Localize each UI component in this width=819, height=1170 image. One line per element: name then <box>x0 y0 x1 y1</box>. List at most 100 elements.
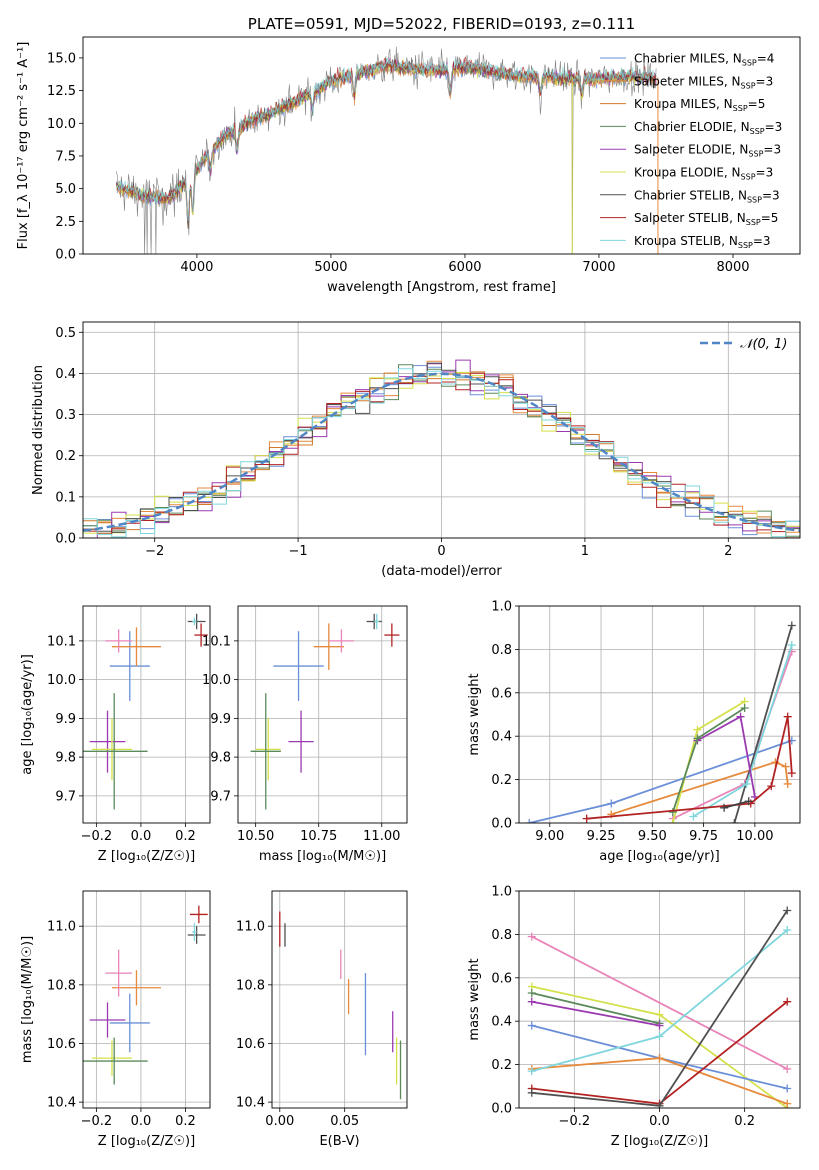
y-tick-label: 5.0 <box>55 182 76 197</box>
plus-marker <box>655 1010 664 1019</box>
plus-marker <box>607 799 616 808</box>
y-tick-label: 0.8 <box>491 643 512 658</box>
weight-series-1 <box>531 935 788 1070</box>
y-tick-label: 1.0 <box>491 885 512 900</box>
model-line-4 <box>116 60 657 218</box>
errorbar-point-2 <box>111 627 161 667</box>
legend-entry: Salpeter MILES, NSSP=3 <box>634 74 773 90</box>
y-tick-label: 9.8 <box>55 751 76 766</box>
axes-frame <box>82 890 211 1109</box>
errorbar-point-4 <box>187 926 206 944</box>
y-tick-label: 15.0 <box>47 51 76 66</box>
errorbar-point-8 <box>255 718 281 781</box>
errorbar-point-9 <box>83 693 148 810</box>
x-tick-label: 0 <box>437 544 445 559</box>
plot-area <box>83 905 208 1085</box>
plus-marker <box>781 762 790 771</box>
legend-entry: Chabrier ELODIE, NSSP=3 <box>634 120 782 136</box>
y-tick-label: 0.8 <box>491 928 512 943</box>
y-tick-label: 0.3 <box>55 408 76 423</box>
plus-marker <box>655 1101 664 1108</box>
y-tick-label: 9.8 <box>210 751 231 766</box>
y-tick-label: 0.2 <box>55 449 76 464</box>
plus-marker <box>783 712 792 721</box>
y-tick-label: 10.1 <box>47 634 76 649</box>
x-tick-label: 11.00 <box>363 829 400 844</box>
x-tick-label: −0.2 <box>81 1114 113 1129</box>
legend-subscript: SSP <box>750 127 765 136</box>
errorbar-point-7 <box>89 1002 126 1038</box>
legend-value: =5 <box>748 97 766 111</box>
x-tick-label: 4000 <box>180 260 213 275</box>
x-tick-label: 9.25 <box>587 829 616 844</box>
legend-value: =3 <box>753 234 771 248</box>
x-tick-label: 0.0 <box>131 829 152 844</box>
panel-age-vs-Z: −0.2 0.0 0.2 9.7 9.8 9.9 10.0 10.1 Z [log₁₀(Z/Z☉… <box>20 605 211 864</box>
axes-frame <box>237 605 408 824</box>
x-tick-label: 7000 <box>582 260 615 275</box>
model-line-6 <box>116 58 657 219</box>
legend-entry: Kroupa STELIB, NSSP=3 <box>634 234 771 250</box>
plus-marker <box>783 997 792 1006</box>
plus-marker <box>767 782 776 791</box>
errorbar-point-1 <box>109 631 150 701</box>
y-tick-label: 9.7 <box>210 789 231 804</box>
plot-area <box>83 359 800 538</box>
plus-marker <box>693 725 702 734</box>
x-axis-label: (data-model)/error <box>381 564 502 579</box>
plus-marker <box>527 1067 536 1076</box>
y-tick-label: 11.0 <box>47 920 76 935</box>
x-tick-label: 0.2 <box>734 1114 755 1129</box>
y-tick-label: 0.2 <box>491 1058 512 1073</box>
panel-age-vs-mass: 10.50 10.75 11.00 9.7 9.8 9.9 10.0 10.1 mass [lo… <box>202 605 408 864</box>
y-tick-label: 1.0 <box>491 600 512 615</box>
panel-mass-vs-ebv: 0.00 0.05 10.4 10.6 10.8 11.0 E(B-V) <box>236 890 408 1149</box>
y-tick-label: 12.5 <box>47 84 76 99</box>
axes-frame <box>82 605 211 824</box>
x-tick-label: −0.2 <box>81 829 113 844</box>
x-tick-label: 0.0 <box>131 1114 152 1129</box>
plus-marker <box>736 712 745 721</box>
plus-marker <box>783 779 792 788</box>
plus-marker <box>527 997 536 1006</box>
errorbar-point-9 <box>250 693 281 810</box>
y-tick-label: 10.0 <box>202 673 231 688</box>
plus-marker <box>527 1021 536 1030</box>
plus-marker <box>668 819 677 823</box>
y-tick-label: 10.8 <box>47 978 76 993</box>
errorbar-point-8 <box>91 718 133 781</box>
axes-frame <box>271 890 408 1109</box>
errorbar-point-7 <box>288 710 314 773</box>
legend-entry: Salpeter ELODIE, NSSP=3 <box>634 143 781 159</box>
plot-area <box>116 46 659 254</box>
panel-residuals: −2 −1 0 1 2 0.0 0.1 0.2 0.3 0.4 0.5 (data-model)/er… <box>31 321 801 579</box>
y-tick-label: 7.5 <box>55 149 76 164</box>
model-line-9 <box>116 57 657 221</box>
errorbar-point-9 <box>83 1037 148 1085</box>
plus-marker <box>693 734 702 743</box>
legend-value: =5 <box>761 211 779 225</box>
x-axis-label: wavelength [Angstrom, rest frame] <box>327 280 556 295</box>
plus-marker <box>783 926 792 935</box>
legend-subscript: SSP <box>738 241 753 250</box>
x-tick-label: 9.00 <box>535 829 564 844</box>
y-tick-label: 10.4 <box>47 1096 76 1111</box>
x-axis-label: Z [log₁₀(Z/Z☉)] <box>98 849 195 864</box>
weight-series-10 <box>723 800 749 809</box>
y-tick-label: 0.4 <box>55 367 76 382</box>
plus-marker <box>787 769 796 778</box>
errorbar-point-6 <box>192 617 197 626</box>
x-tick-label: 5000 <box>314 260 347 275</box>
x-tick-label: 10.50 <box>237 829 274 844</box>
y-tick-label: 0.6 <box>491 686 512 701</box>
legend-entry: 𝒩(0, 1) <box>740 337 787 352</box>
plus-marker <box>744 797 753 806</box>
axes-frame <box>518 605 801 824</box>
plus-marker <box>783 1064 792 1073</box>
x-axis-label: E(B-V) <box>319 1134 359 1149</box>
plot-area <box>279 911 402 1100</box>
x-tick-label: −1 <box>289 544 308 559</box>
x-tick-label: 6000 <box>448 260 481 275</box>
y-tick-label: 9.7 <box>55 789 76 804</box>
